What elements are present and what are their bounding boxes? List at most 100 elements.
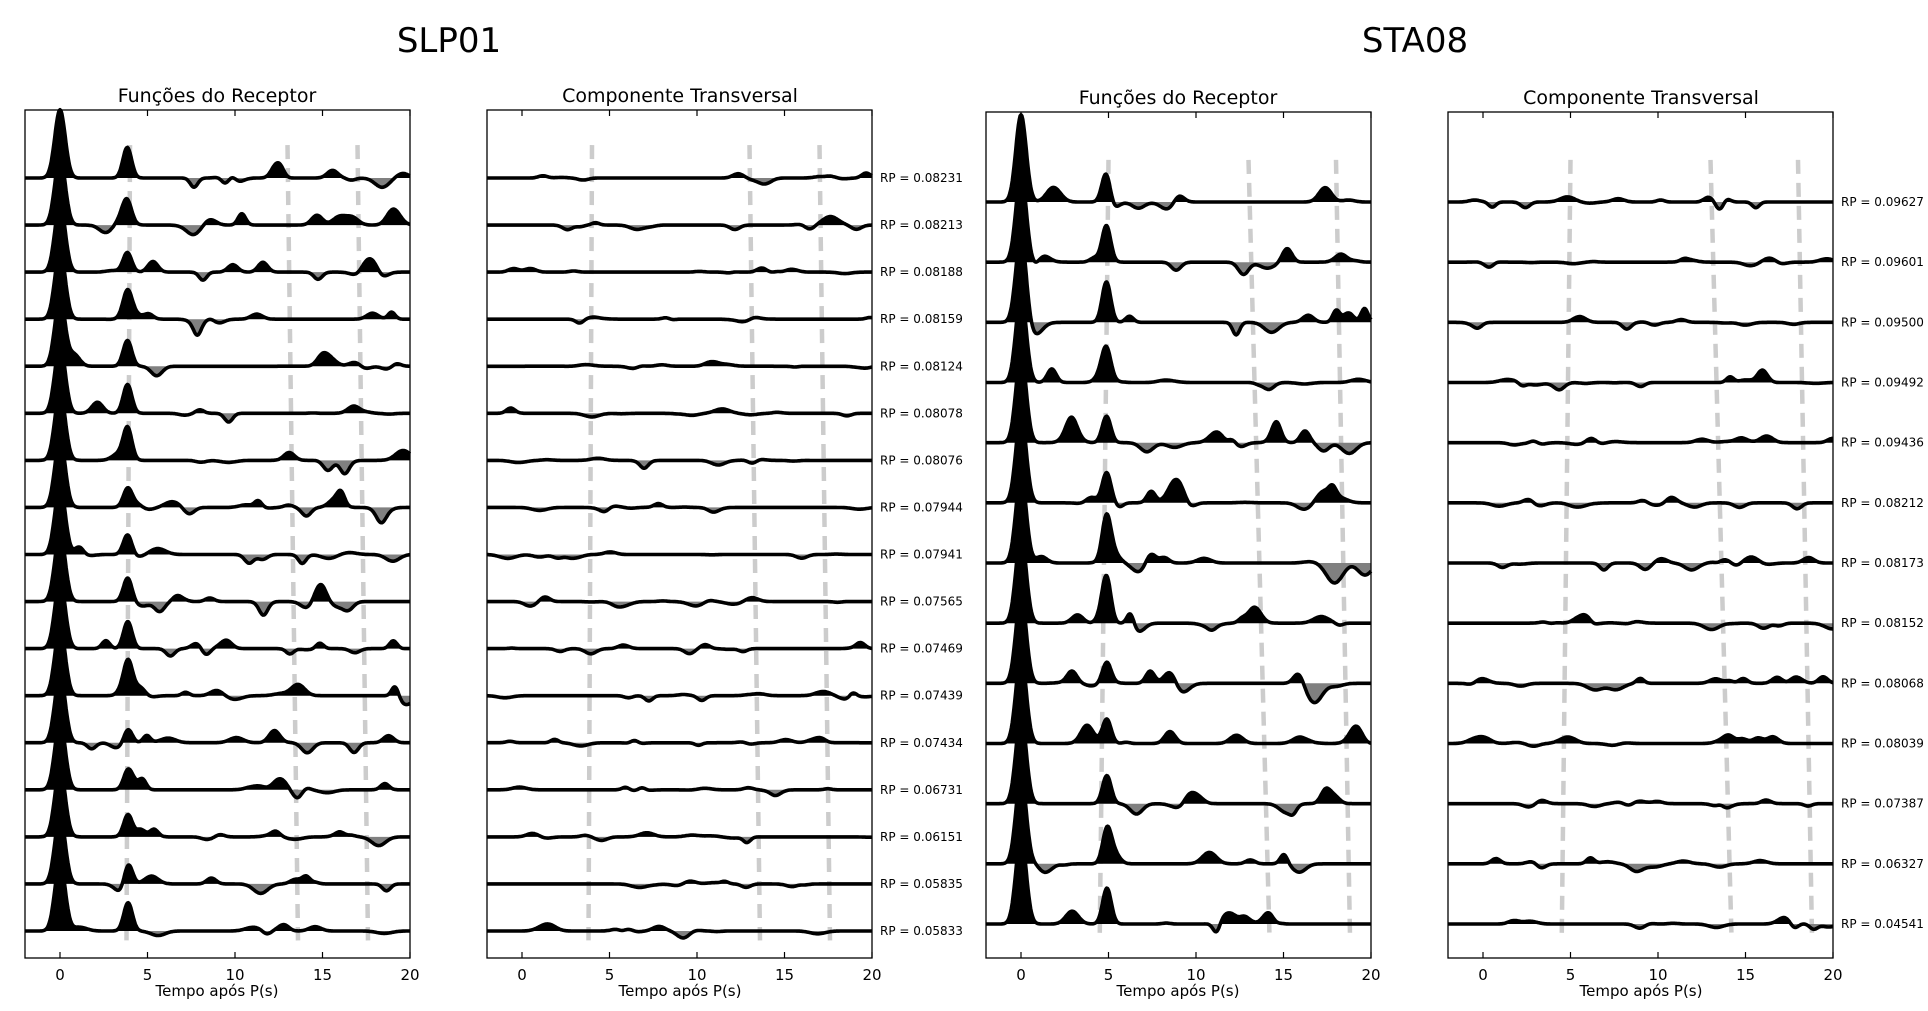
x-tick-label: 10	[1186, 966, 1205, 984]
x-tick-label: 0	[1016, 966, 1026, 984]
trace-line	[985, 234, 1373, 337]
rp-label: RP = 0.07469	[880, 642, 963, 656]
trace-negative-fill	[487, 931, 872, 938]
trace-line	[24, 578, 411, 658]
trace-positive-fill	[25, 721, 410, 790]
trace-positive-fill	[25, 862, 410, 931]
trace-line	[1447, 798, 1834, 810]
trace-line	[24, 249, 411, 337]
trace-line	[985, 172, 1372, 277]
trace-line	[486, 785, 873, 798]
rp-label: RP = 0.08188	[880, 265, 963, 279]
trace-positive-fill	[25, 439, 410, 508]
x-tick-label: 0	[517, 966, 527, 984]
moveout-line	[1097, 159, 1111, 937]
trace-line	[486, 266, 873, 276]
trace-line	[1447, 368, 1834, 392]
trace-line	[985, 774, 1372, 875]
rp-label: RP = 0.07944	[880, 500, 963, 514]
trace-positive-fill	[986, 716, 1371, 804]
rp-label: RP = 0.07941	[880, 548, 963, 562]
trace-line	[985, 654, 1372, 746]
x-tick-label: 20	[1361, 966, 1380, 984]
trace-line	[24, 202, 411, 282]
trace-positive-fill	[25, 486, 410, 555]
trace-line	[1447, 675, 1834, 692]
panel-slp01-rf: 0 5 10 15 20	[24, 108, 420, 984]
rp-label: RP = 0.08078	[880, 406, 963, 420]
axes-frame	[486, 109, 873, 959]
x-tick-label: 0	[55, 966, 65, 984]
rp-label: RP = 0.08124	[880, 359, 963, 373]
station-title-slp01: SLP01	[397, 21, 501, 61]
trace-line	[486, 831, 873, 845]
trace-line	[24, 813, 411, 896]
x-tick-label: 5	[1566, 966, 1576, 984]
trace-positive-fill	[986, 836, 1371, 924]
x-axis-label-slp01-t: Tempo após P(s)	[618, 982, 742, 1000]
rp-label: RP = 0.08068	[1841, 676, 1924, 690]
trace-line	[985, 413, 1372, 511]
rp-label: RP = 0.08212	[1841, 496, 1924, 510]
rp-label: RP = 0.07434	[880, 736, 963, 750]
trace-line	[1447, 495, 1834, 511]
moveout-line	[817, 145, 833, 941]
rp-label: RP = 0.06151	[880, 830, 963, 844]
trace-line	[985, 714, 1372, 817]
rp-label: RP = 0.08039	[1841, 737, 1924, 751]
x-axis-label-sta08-t: Tempo após P(s)	[1579, 982, 1703, 1000]
panel-title-sta08-rf: Funções do Receptor	[1079, 87, 1278, 109]
moveout-line	[1333, 159, 1353, 937]
panel-sta08-rf: 0 5 10 15 20	[985, 111, 1381, 984]
rp-label: RP = 0.08213	[880, 218, 963, 232]
trace-line	[486, 214, 873, 232]
trace-line	[985, 835, 1372, 934]
panel-title-slp01-t: Componente Transversal	[562, 85, 798, 107]
trace-line	[24, 719, 411, 800]
trace-positive-fill	[25, 297, 410, 367]
moveout-line	[1559, 159, 1573, 937]
trace-positive-fill	[986, 174, 1371, 263]
trace-line	[985, 293, 1372, 392]
trace-line	[1447, 612, 1834, 632]
trace-line	[486, 689, 873, 703]
trace-positive-fill	[986, 535, 1371, 624]
trace-line	[24, 625, 411, 707]
trace-positive-fill	[986, 114, 1371, 202]
trace-line	[1447, 314, 1834, 331]
trace-positive-fill	[25, 768, 410, 837]
x-tick-label: 15	[313, 966, 332, 984]
rp-label: RP = 0.08152	[1841, 616, 1924, 630]
trace-line	[24, 155, 411, 237]
rp-label: RP = 0.06327	[1841, 857, 1924, 871]
trace-line	[1447, 434, 1834, 447]
trace-line	[24, 437, 411, 525]
trace-negative-fill	[487, 601, 872, 607]
trace-line	[486, 879, 873, 890]
trace-line	[1447, 915, 1834, 932]
x-tick-label: 5	[1104, 966, 1114, 984]
trace-line	[24, 531, 411, 617]
trace-line	[486, 406, 873, 419]
trace-positive-fill	[25, 627, 410, 696]
trace-line	[1447, 856, 1834, 874]
rp-label: RP = 0.07387	[1841, 797, 1924, 811]
rp-label: RP = 0.09436	[1841, 436, 1924, 450]
axes-frame	[1447, 111, 1834, 959]
trace-negative-fill	[986, 322, 1371, 335]
rp-label: RP = 0.05835	[880, 877, 963, 891]
trace-positive-fill	[986, 355, 1371, 443]
trace-line	[24, 343, 411, 424]
x-tick-label: 20	[400, 966, 419, 984]
moveout-line	[285, 145, 301, 941]
trace-negative-fill	[25, 178, 410, 188]
trace-line	[24, 766, 411, 848]
rp-label: RP = 0.08159	[880, 312, 963, 326]
axes-frame	[24, 109, 411, 959]
trace-positive-fill	[25, 815, 410, 884]
x-tick-label: 0	[1478, 966, 1488, 984]
trace-line	[486, 595, 873, 609]
trace-line	[24, 860, 411, 938]
trace-positive-fill	[25, 109, 410, 178]
trace-line	[1447, 195, 1834, 211]
